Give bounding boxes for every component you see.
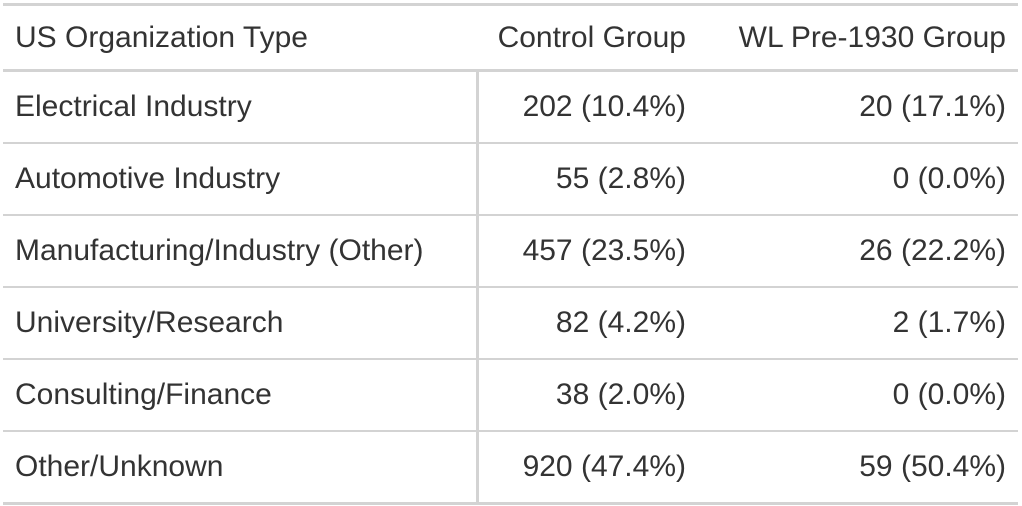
table-row: University/Research 82 (4.2%) 2 (1.7%) <box>3 287 1018 360</box>
column-header-control-group: Control Group <box>477 4 698 72</box>
table-body: Electrical Industry 202 (10.4%) 20 (17.1… <box>3 70 1018 504</box>
column-header-organization-type: US Organization Type <box>3 4 477 72</box>
control-group-cell: 920 (47.4%) <box>522 450 686 483</box>
table-row: Electrical Industry 202 (10.4%) 20 (17.1… <box>3 70 1018 144</box>
control-group-cell: 55 (2.8%) <box>477 143 698 216</box>
wl-pre-1930-group-cell: 0 (0.0%) <box>698 143 1018 216</box>
row-label: Electrical Industry <box>3 70 479 144</box>
wl-pre-1930-group-cell: 2 (1.7%) <box>698 287 1018 360</box>
row-label: University/Research <box>3 287 479 360</box>
table-header: US Organization Type Control Group WL Pr… <box>3 4 1018 72</box>
wl-pre-1930-group-cell: 59 (50.4%) <box>859 450 1006 483</box>
wl-pre-1930-group-cell: 26 (22.2%) <box>698 215 1018 288</box>
control-group-cell: 38 (2.0%) <box>477 359 698 432</box>
control-group-cell: 457 (23.5%) <box>477 215 698 288</box>
table-row: Automotive Industry 55 (2.8%) 0 (0.0%) <box>3 143 1018 216</box>
row-label: Manufacturing/Industry (Other) <box>3 215 479 288</box>
row-label: Consulting/Finance <box>3 359 479 432</box>
organization-type-table: US Organization Type Control Group WL Pr… <box>3 3 1018 505</box>
row-label: Automotive Industry <box>3 143 479 216</box>
column-header-wl-pre-1930-group: WL Pre-1930 Group <box>698 4 1018 72</box>
table-row: Consulting/Finance 38 (2.0%) 0 (0.0%) <box>3 359 1018 432</box>
table-row: Other/Unknown 920 (47.4%) 59 (50.4%) <box>3 431 1018 504</box>
control-group-cell: 202 (10.4%) <box>477 70 698 144</box>
header-row: US Organization Type Control Group WL Pr… <box>3 4 1018 72</box>
wl-pre-1930-group-cell: 20 (17.1%) <box>698 70 1018 144</box>
control-group-cell: 82 (4.2%) <box>477 287 698 360</box>
row-label: Other/Unknown <box>3 431 479 504</box>
table-row: Manufacturing/Industry (Other) 457 (23.5… <box>3 215 1018 288</box>
organization-type-table-container: US Organization Type Control Group WL Pr… <box>3 3 1018 505</box>
wl-pre-1930-group-cell: 0 (0.0%) <box>698 359 1018 432</box>
